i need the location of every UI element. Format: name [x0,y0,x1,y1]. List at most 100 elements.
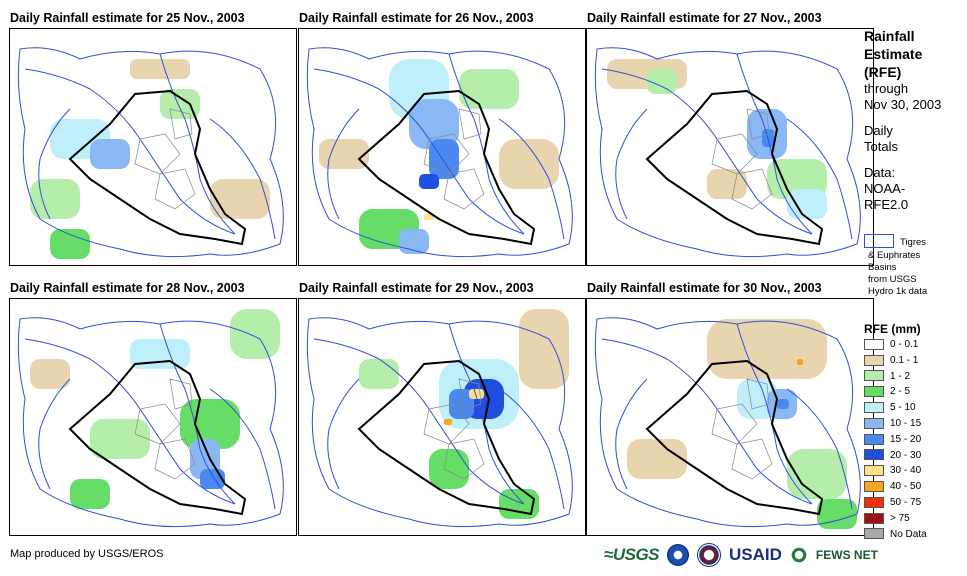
river-line [498,118,565,240]
rain-patch [429,449,469,489]
side-title-1: Rainfall [864,28,915,44]
province-boundary [134,133,181,175]
river-line [448,53,525,235]
river-line [736,53,813,235]
map-panel-27nov [586,28,874,266]
legend-label: 0 - 0.1 [890,339,919,350]
river-line [327,378,360,490]
basin-legend-text-1: Tigres [900,237,927,248]
panel-title-5: Daily Rainfall estimate for 29 Nov., 200… [299,281,534,295]
legend-item: 0 - 0.1 [864,338,918,351]
rain-patch [130,59,190,79]
side-totals: Totals [864,139,898,154]
river-line [327,108,360,220]
logo-strip: ≈USGS USAID FEWS NET [604,541,878,569]
legend-item: 1 - 2 [864,370,910,383]
basin-legend-text-4: from USGS [868,274,917,285]
rain-patch [797,359,803,365]
rain-patch [519,309,569,389]
legend-item: 50 - 75 [864,496,921,509]
river-line [209,118,276,240]
rain-patch [130,339,190,369]
province-boundary [746,108,770,140]
legend-label: 30 - 40 [890,465,922,477]
province-boundary [443,438,485,480]
river-line [736,323,813,505]
fews-net-logo: FEWS NET [815,548,878,562]
river-line [209,388,276,510]
usda-seal-icon [697,543,722,567]
river-line [38,378,71,490]
side-through: through [864,81,909,96]
river-line [159,53,236,235]
map-panel-30nov [586,298,874,536]
rain-patch [787,189,827,219]
rain-patch [459,69,519,109]
legend-item: 30 - 40 [864,464,921,477]
province-boundary [423,403,470,445]
rain-patch [70,479,110,509]
legend-swatch [864,433,884,445]
legend-label: 2 - 5 [890,386,911,398]
usaid-logo: USAID [729,545,782,564]
rain-patch [409,99,459,149]
rain-patch [449,389,474,419]
rain-patch [359,359,399,389]
legend-item: 40 - 50 [864,480,921,493]
legend-item: 15 - 20 [864,433,921,446]
river-line [615,378,648,490]
fews-globe-icon [789,546,808,564]
country-border [68,89,247,246]
country-border [357,89,536,246]
country-border [645,359,824,516]
legend-item: 10 - 15 [864,417,921,430]
rain-patch [499,139,559,189]
map-panel-26nov [298,28,586,266]
province-boundary [458,108,482,140]
map-panel-25nov [9,28,297,266]
river-line [448,323,525,505]
country-border [357,359,536,516]
province-boundary [169,378,193,410]
rain-patch [319,139,369,169]
rain-patch [210,179,270,219]
basin-boundary [594,317,861,528]
map-panel-29nov [298,298,586,536]
river-line [498,388,565,510]
basin-legend-text-3: Basins [868,262,897,273]
legend-swatch [864,417,884,429]
province-boundary [711,133,758,175]
legend-swatch [864,386,884,398]
rain-patch [90,139,130,169]
rain-patch [90,419,150,459]
rain-patch [817,499,857,529]
side-data-label: Data: [864,165,896,180]
province-boundary [746,378,770,410]
legend-swatch [864,528,884,540]
province-boundary [458,378,482,410]
noaa-logo-icon [667,544,690,566]
legend-item: 2 - 5 [864,385,910,398]
panel-title-6: Daily Rainfall estimate for 30 Nov., 200… [587,281,822,295]
side-date: Nov 30, 2003 [864,97,942,112]
footer-credit: Map produced by USGS/EROS [10,548,164,560]
legend-item: 0.1 - 1 [864,354,918,367]
province-boundary [423,133,470,175]
rain-patch [647,69,677,94]
rain-patch [230,309,280,359]
basin-legend-swatch [864,234,894,248]
map-panel-28nov [9,298,297,536]
province-boundary [731,438,773,480]
legend-swatch [864,449,884,461]
legend-label: 5 - 10 [890,402,916,414]
side-data-source-2: RFE2.0 [864,197,909,212]
basin-boundary [17,47,284,258]
legend-label: No Data [890,528,927,540]
legend-swatch [864,481,884,493]
rain-patch [707,319,827,379]
basin-boundary [306,47,573,258]
province-boundary [711,403,758,445]
side-info: Rainfall Estimate (RFE) through Nov 30, … [864,27,941,213]
rain-patch [627,439,687,479]
legend-label: 15 - 20 [890,433,922,445]
